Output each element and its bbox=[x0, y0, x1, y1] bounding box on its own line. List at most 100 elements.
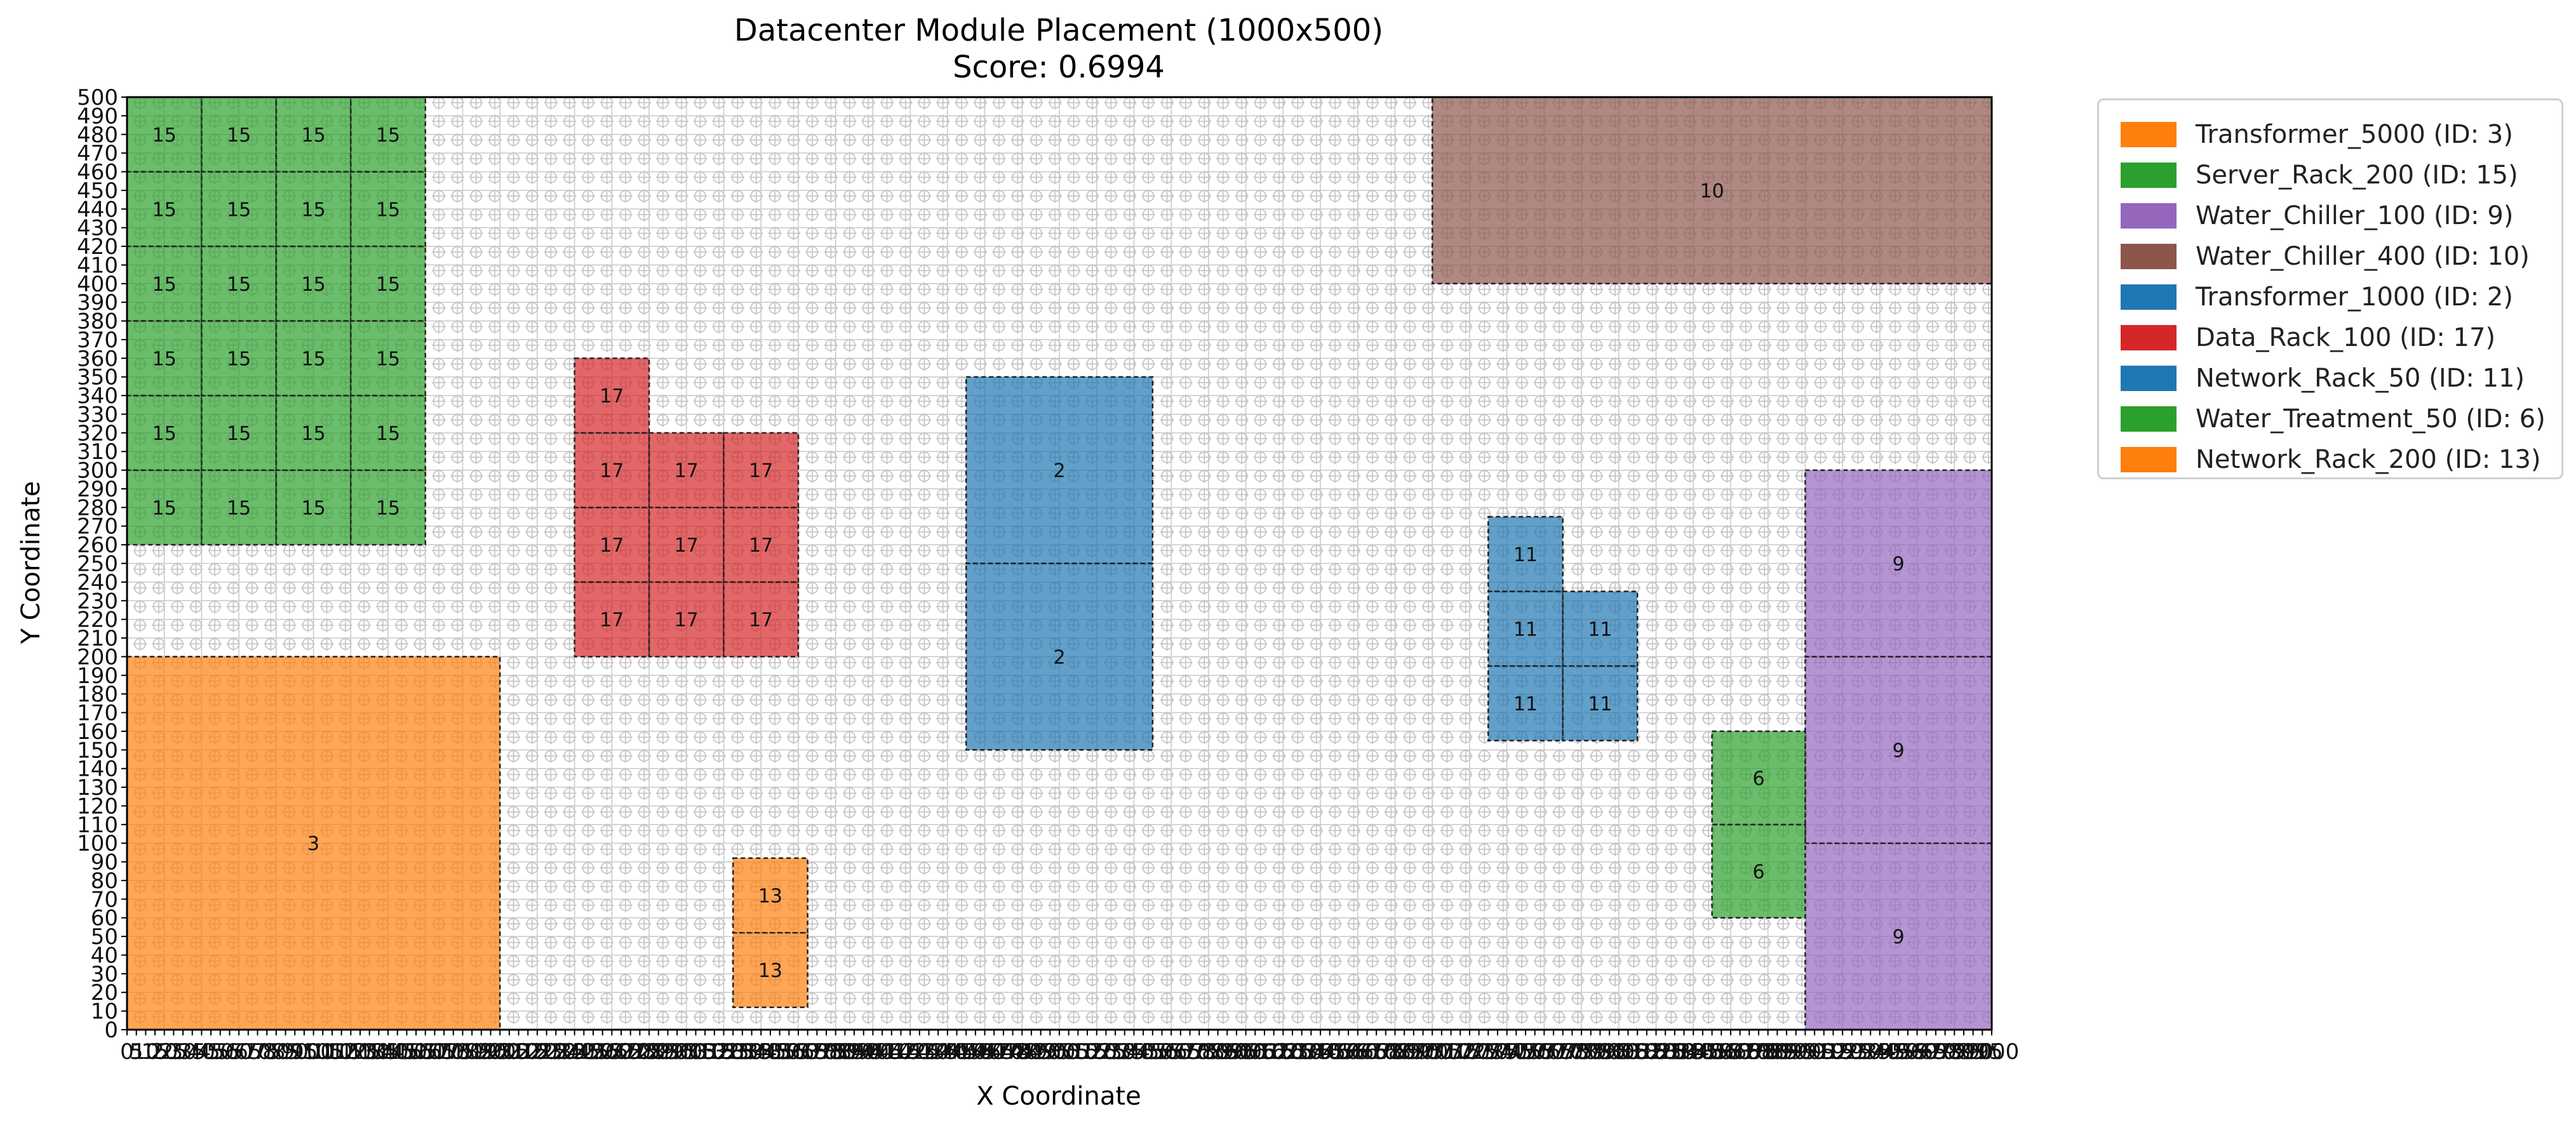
x-tick-label: 85 bbox=[272, 1039, 299, 1065]
module-block bbox=[723, 432, 800, 508]
y-tick-label: 420 bbox=[77, 234, 118, 260]
module-id-label: 15 bbox=[302, 199, 326, 221]
module-id-label: 11 bbox=[1513, 544, 1538, 566]
x-tick-label: 355 bbox=[768, 1039, 810, 1065]
module-id-label: 13 bbox=[758, 885, 782, 907]
module-id-label: 15 bbox=[227, 274, 251, 296]
legend-label: Network_Rack_200 (ID: 13) bbox=[2196, 445, 2541, 474]
module-id-label: 15 bbox=[302, 423, 326, 445]
x-tick-label: 805 bbox=[1607, 1039, 1649, 1065]
x-tick-label: 620 bbox=[1263, 1039, 1304, 1065]
module-id-label: 15 bbox=[376, 497, 400, 519]
y-tick-label: 130 bbox=[77, 775, 118, 801]
x-tick-label: 730 bbox=[1468, 1039, 1509, 1065]
legend-swatch bbox=[2121, 325, 2177, 350]
module-id-label: 15 bbox=[152, 274, 177, 296]
y-tick-label: 190 bbox=[77, 663, 118, 689]
x-tick-label: 745 bbox=[1496, 1039, 1537, 1065]
module-block bbox=[648, 507, 725, 583]
x-axis-label: X Coordinate bbox=[976, 1082, 1141, 1111]
legend-swatch bbox=[2121, 284, 2177, 310]
y-tick-label: 480 bbox=[77, 123, 118, 148]
module-block bbox=[574, 507, 650, 583]
y-tick-label: 120 bbox=[77, 794, 118, 819]
x-tick-label: 120 bbox=[330, 1039, 372, 1065]
x-tick-label: 865 bbox=[1719, 1039, 1761, 1065]
y-tick-label: 70 bbox=[91, 887, 118, 912]
y-tick-label: 280 bbox=[77, 495, 118, 521]
module-block bbox=[126, 171, 203, 248]
y-tick-label: 250 bbox=[77, 552, 118, 577]
x-tick-label: 145 bbox=[377, 1039, 418, 1065]
legend-label: Server_Rack_200 (ID: 15) bbox=[2196, 161, 2518, 190]
legend-item: Transformer_1000 (ID: 2) bbox=[2099, 277, 2561, 317]
x-tick-label: 775 bbox=[1552, 1039, 1593, 1065]
module-block bbox=[648, 432, 725, 508]
x-tick-label: 495 bbox=[1030, 1039, 1071, 1065]
legend-label: Water_Chiller_100 (ID: 9) bbox=[2196, 201, 2514, 230]
x-tick-label: 690 bbox=[1393, 1039, 1434, 1065]
x-tick-label: 170 bbox=[424, 1039, 465, 1065]
x-tick-label: 565 bbox=[1160, 1039, 1201, 1065]
module-id-label: 15 bbox=[227, 124, 251, 147]
x-tick-label: 70 bbox=[244, 1039, 271, 1065]
x-tick-label: 590 bbox=[1207, 1039, 1248, 1065]
x-tick-label: 835 bbox=[1663, 1039, 1705, 1065]
legend: Transformer_5000 (ID: 3) Server_Rack_200 … bbox=[2097, 98, 2563, 479]
x-tick-label: 860 bbox=[1710, 1039, 1752, 1065]
x-tick-label: 220 bbox=[516, 1039, 558, 1065]
x-tick-label: 780 bbox=[1561, 1039, 1602, 1065]
x-tick-label: 375 bbox=[806, 1039, 847, 1065]
x-tick-label: 25 bbox=[160, 1039, 187, 1065]
module-block bbox=[350, 469, 427, 546]
module-id-label: 15 bbox=[376, 124, 400, 147]
x-tick-label: 950 bbox=[1878, 1039, 1919, 1065]
module-block bbox=[732, 931, 808, 1008]
y-tick-label: 380 bbox=[77, 309, 118, 335]
module-block bbox=[723, 581, 800, 658]
module-block bbox=[126, 245, 203, 322]
module-block bbox=[1804, 656, 1993, 844]
module-id-label: 15 bbox=[302, 274, 326, 296]
y-tick-label: 110 bbox=[77, 813, 118, 838]
x-tick-label: 380 bbox=[815, 1039, 856, 1065]
module-block bbox=[201, 394, 278, 471]
x-tick-label: 855 bbox=[1701, 1039, 1742, 1065]
x-tick-label: 815 bbox=[1626, 1039, 1667, 1065]
x-tick-label: 985 bbox=[1943, 1039, 1985, 1065]
x-tick-label: 810 bbox=[1617, 1039, 1658, 1065]
x-tick-label: 235 bbox=[545, 1039, 586, 1065]
module-block bbox=[126, 320, 203, 397]
x-tick-label: 535 bbox=[1104, 1039, 1145, 1065]
x-tick-label: 980 bbox=[1934, 1039, 1975, 1065]
x-tick-label: 845 bbox=[1682, 1039, 1723, 1065]
x-tick-label: 175 bbox=[433, 1039, 474, 1065]
y-tick-label: 290 bbox=[77, 477, 118, 502]
module-block bbox=[275, 96, 352, 173]
x-tick-label: 395 bbox=[843, 1039, 884, 1065]
legend-item: Network_Rack_200 (ID: 13) bbox=[2099, 439, 2561, 480]
module-id-label: 15 bbox=[302, 348, 326, 370]
y-tick-label: 490 bbox=[77, 103, 118, 129]
x-tick-label: 285 bbox=[638, 1039, 679, 1065]
module-block bbox=[275, 245, 352, 322]
y-tick-label: 460 bbox=[77, 160, 118, 185]
x-tick-label: 910 bbox=[1803, 1039, 1844, 1065]
module-id-label: 17 bbox=[749, 460, 773, 482]
x-tick-label: 680 bbox=[1374, 1039, 1416, 1065]
legend-swatch bbox=[2121, 406, 2177, 432]
x-tick-label: 410 bbox=[871, 1039, 912, 1065]
module-block bbox=[1487, 515, 1564, 592]
module-block bbox=[126, 656, 501, 1031]
x-tick-label: 280 bbox=[629, 1039, 670, 1065]
module-id-label: 15 bbox=[152, 124, 177, 147]
module-block bbox=[1711, 730, 1806, 826]
module-id-label: 3 bbox=[307, 833, 319, 855]
module-id-label: 11 bbox=[1588, 618, 1612, 641]
y-tick-label: 90 bbox=[91, 850, 118, 875]
x-tick-label: 135 bbox=[358, 1039, 399, 1065]
x-tick-label: 155 bbox=[396, 1039, 437, 1065]
x-tick-label: 605 bbox=[1235, 1039, 1276, 1065]
x-tick-label: 840 bbox=[1673, 1039, 1714, 1065]
x-tick-label: 875 bbox=[1738, 1039, 1780, 1065]
